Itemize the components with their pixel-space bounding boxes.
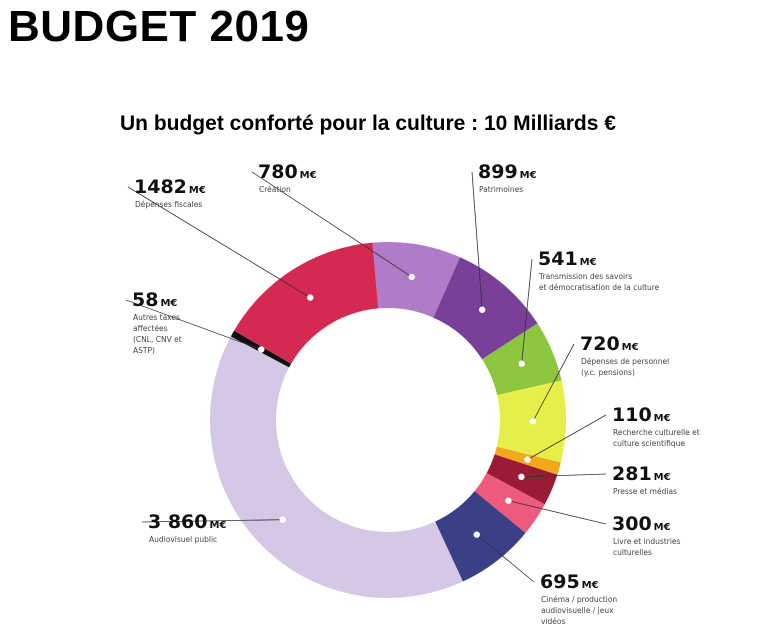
- marker-depenses-de-personnel-y-c-pensions: [529, 418, 537, 425]
- value-label: 1482 M€: [134, 176, 206, 198]
- desc-line: vidéos: [541, 617, 565, 626]
- desc-line: Dépenses de personnel: [581, 357, 669, 366]
- value-label: 780 M€: [258, 161, 317, 183]
- value-label: 281 M€: [612, 463, 671, 485]
- marker-livre-et-industries-culturelles: [505, 497, 512, 504]
- leader-livre-et-industries-culturelles: [508, 500, 607, 525]
- label-autres-taxes-affectees-cnl-cnv-et-astp: 58 M€ Autres taxes affectées (CNL, CNV et AST…: [132, 289, 182, 355]
- desc-line: ASTP): [133, 346, 155, 355]
- slice-labels: 780 M€ Création 899 M€ Patrimoines 541 M€ Transm…: [132, 161, 700, 626]
- label-depenses-fiscales: 1482 M€ Dépenses fiscales: [134, 176, 206, 209]
- slice-audiovisuel-public: [210, 336, 463, 598]
- desc-line: Presse et médias: [613, 487, 677, 496]
- page-title: BUDGET 2019: [8, 2, 310, 51]
- label-presse-et-medias: 281 M€ Presse et médias: [612, 463, 677, 496]
- slice-creation: [372, 241, 461, 318]
- desc-line: audiovisuelle / jeux: [541, 606, 614, 615]
- label-creation: 780 M€ Création: [258, 161, 317, 194]
- marker-patrimoines: [478, 306, 486, 313]
- marker-recherche-culturelle-et-culture-scientifique: [524, 456, 531, 463]
- leader-depenses-de-personnel-y-c-pensions: [532, 343, 575, 422]
- desc-line: Dépenses fiscales: [135, 200, 202, 209]
- value-label: 110 M€: [612, 404, 671, 426]
- leader-recherche-culturelle-et-culture-scientifique: [527, 414, 607, 460]
- chart-title: Un budget conforté pour la culture : 10 …: [120, 112, 616, 135]
- desc-line: (CNL, CNV et: [133, 335, 182, 344]
- leader-lines: [125, 171, 607, 583]
- desc-line: et démocratisation de la culture: [539, 283, 660, 292]
- leader-creation: [251, 171, 412, 278]
- value-label: 720 M€: [580, 333, 639, 355]
- leader-patrimoines: [471, 171, 483, 310]
- desc-line: culturelles: [613, 548, 652, 557]
- marker-depenses-fiscales: [307, 294, 314, 301]
- marker-creation: [408, 273, 415, 281]
- value-label: 695 M€: [540, 571, 599, 593]
- label-recherche-culturelle-et-culture-scientifique: 110 M€ Recherche culturelle et culture scie…: [612, 404, 700, 448]
- slice-cinema-production-audiovisuelle-jeux-videos: [435, 491, 526, 582]
- leader-depenses-fiscales: [127, 186, 311, 298]
- leader-transmission-des-savoirs-et-democratisation-de-la-culture: [521, 258, 533, 364]
- leader-audiovisuel-public: [141, 519, 283, 523]
- slice-markers: [258, 273, 537, 538]
- leader-presse-et-medias: [521, 473, 607, 478]
- slice-depenses-fiscales: [234, 242, 379, 364]
- value-label: 541 M€: [538, 248, 597, 270]
- desc-line: Autres taxes: [133, 313, 180, 322]
- value-label: 58 M€: [132, 289, 177, 311]
- desc-line: culture scientifique: [613, 439, 685, 448]
- desc-line: Recherche culturelle et: [613, 428, 700, 437]
- desc-line: Création: [259, 185, 291, 194]
- marker-presse-et-medias: [518, 473, 525, 481]
- leader-autres-taxes-affectees-cnl-cnv-et-astp: [125, 299, 262, 350]
- desc-line: Audiovisuel public: [149, 535, 217, 544]
- value-label: 300 M€: [612, 513, 671, 535]
- label-transmission-des-savoirs-et-democratisation-de-la-culture: 541 M€ Transmission des savoirs et démocrat…: [538, 248, 660, 292]
- desc-line: Patrimoines: [479, 185, 523, 194]
- marker-cinema-production-audiovisuelle-jeux-videos: [473, 531, 480, 538]
- label-depenses-de-personnel-y-c-pensions: 720 M€ Dépenses de personnel (y.c. pensions…: [580, 333, 669, 377]
- desc-line: Transmission des savoirs: [538, 272, 632, 281]
- value-label: 899 M€: [478, 161, 537, 183]
- label-patrimoines: 899 M€ Patrimoines: [478, 161, 537, 194]
- label-audiovisuel-public: 3 860 M€ Audiovisuel public: [148, 511, 226, 544]
- desc-line: Cinéma / production: [541, 595, 617, 604]
- marker-autres-taxes-affectees-cnl-cnv-et-astp: [258, 346, 265, 353]
- label-livre-et-industries-culturelles: 300 M€ Livre et industries culturelles: [612, 513, 681, 557]
- value-label: 3 860 M€: [148, 511, 226, 533]
- marker-audiovisuel-public: [279, 516, 286, 523]
- label-cinema-production-audiovisuelle-jeux-videos: 695 M€ Cinéma / production audiovisuelle / …: [540, 571, 617, 626]
- desc-line: (y.c. pensions): [581, 368, 635, 377]
- desc-line: affectées: [133, 324, 168, 333]
- desc-line: Livre et industries: [613, 537, 681, 546]
- slice-patrimoines: [433, 257, 538, 360]
- marker-transmission-des-savoirs-et-democratisation-de-la-culture: [518, 360, 525, 367]
- leader-cinema-production-audiovisuelle-jeux-videos: [476, 534, 535, 583]
- donut-slices: [210, 241, 566, 598]
